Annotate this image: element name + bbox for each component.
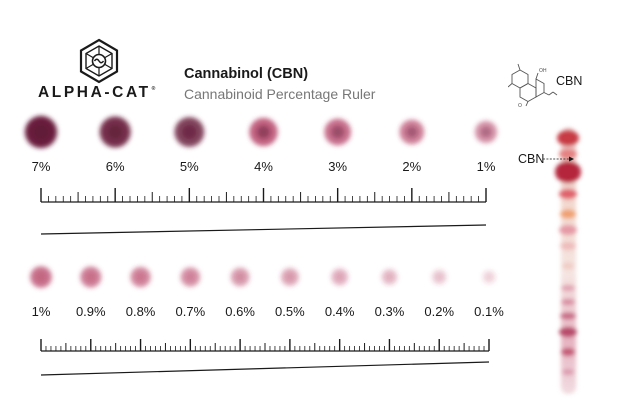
sample-spot bbox=[482, 270, 496, 284]
sample-spot-core bbox=[405, 126, 418, 138]
percentage-label: 0.4% bbox=[324, 304, 355, 319]
sample-spot-core bbox=[235, 272, 245, 282]
sample-spot bbox=[431, 269, 447, 285]
brand-name-text: ALPHA-CAT bbox=[38, 84, 151, 101]
sample-spot-core bbox=[435, 273, 443, 281]
sample-spot bbox=[381, 268, 398, 286]
sample-spot-core bbox=[182, 124, 197, 140]
sample-spot-core bbox=[331, 125, 345, 139]
percentage-label: 0.8% bbox=[125, 304, 156, 319]
percentage-label: 3% bbox=[328, 159, 348, 174]
percentage-label: 6% bbox=[105, 159, 125, 174]
tlc-plate-lane bbox=[555, 128, 581, 394]
sample-spot bbox=[331, 268, 349, 286]
sample-spot-core bbox=[485, 273, 493, 281]
sample-spot-core bbox=[335, 272, 344, 282]
sample-spot bbox=[174, 117, 205, 147]
sample-spot bbox=[474, 120, 498, 144]
arrow-right-icon bbox=[543, 156, 574, 162]
sample-spot bbox=[230, 267, 250, 287]
sample-spot-core bbox=[385, 273, 394, 281]
percentage-label: 5% bbox=[179, 159, 199, 174]
page-title: Cannabinol (CBN) bbox=[184, 66, 309, 82]
sample-spot bbox=[249, 117, 278, 147]
molecule-label: CBN bbox=[556, 74, 583, 88]
sample-spot bbox=[80, 266, 102, 288]
sample-spot-core bbox=[480, 126, 492, 138]
percentage-label: 1% bbox=[476, 159, 496, 174]
percentage-label: 7% bbox=[31, 159, 51, 174]
sample-spot bbox=[130, 266, 151, 288]
sample-spot-core bbox=[33, 124, 49, 140]
alpha-cat-logo-icon bbox=[79, 38, 119, 84]
sample-spot bbox=[324, 118, 351, 146]
cbn-band-label: CBN bbox=[518, 152, 545, 166]
percentage-label: 4% bbox=[254, 159, 273, 174]
sample-spot-core bbox=[285, 272, 295, 282]
sample-spot bbox=[399, 119, 425, 145]
svg-text:OH: OH bbox=[539, 68, 547, 74]
percentage-label: 1% bbox=[31, 304, 51, 319]
sample-spot bbox=[280, 268, 299, 286]
registered-mark: ® bbox=[151, 86, 156, 92]
sample-spot-core bbox=[256, 125, 271, 139]
percentage-label: 0.1% bbox=[474, 304, 504, 319]
sample-spot-core bbox=[185, 272, 196, 282]
cbn-molecule-icon: OH O bbox=[508, 63, 558, 108]
percentage-label: 0.7% bbox=[175, 304, 206, 319]
percentage-label: 0.5% bbox=[275, 304, 305, 319]
scale-wedge-line bbox=[40, 224, 487, 235]
page-subtitle: Cannabinoid Percentage Ruler bbox=[184, 86, 376, 102]
percentage-label: 0.3% bbox=[374, 304, 405, 319]
sample-spot bbox=[30, 266, 52, 288]
sample-spot bbox=[24, 115, 58, 149]
scale-wedge-line bbox=[40, 361, 490, 376]
brand-name: ALPHA-CAT® bbox=[38, 84, 155, 102]
sample-spot bbox=[99, 116, 131, 148]
percentage-label: 2% bbox=[402, 159, 422, 174]
svg-text:O: O bbox=[518, 103, 522, 108]
sample-spot-core bbox=[35, 271, 47, 283]
sample-spot-core bbox=[107, 124, 123, 140]
percentage-label: 0.9% bbox=[75, 304, 106, 319]
sample-spot-core bbox=[85, 271, 96, 283]
sample-spot-core bbox=[135, 272, 146, 282]
percentage-label: 0.2% bbox=[424, 304, 455, 319]
percentage-label: 0.6% bbox=[225, 304, 255, 319]
sample-spot bbox=[180, 267, 201, 287]
